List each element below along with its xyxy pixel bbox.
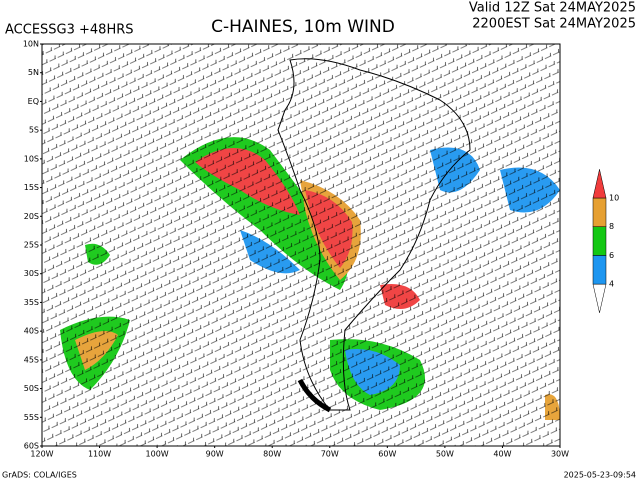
colorbar-label: 10 <box>609 194 619 203</box>
lat-label: EQ <box>28 97 39 106</box>
colorbar-label: 6 <box>609 251 614 260</box>
lon-label: 100W <box>146 450 169 459</box>
colorbar-segment <box>592 283 607 313</box>
colorbar-label: 4 <box>609 280 614 289</box>
colorbar-segment <box>592 169 607 199</box>
lon-label: 60W <box>378 450 396 459</box>
lon-label: 40W <box>493 450 511 459</box>
axes: 10N 5N EQ 5S 10S 15S 20S 25S 30S 35S 40S 45S 50S 55S 6… <box>23 40 569 459</box>
colorbar: 4 6 8 10 <box>592 169 619 313</box>
lat-label: 35S <box>24 298 39 307</box>
lat-label: 25S <box>24 241 39 250</box>
local-time: 2200EST Sat 24MAY2025 <box>472 17 636 32</box>
footer-timestamp: 2025-05-23-09:54 <box>564 471 636 480</box>
lat-label: 40S <box>24 327 39 336</box>
colorbar-segment <box>592 197 607 227</box>
lat-label: 45S <box>24 355 39 364</box>
lat-label: 10N <box>23 40 39 49</box>
map-field <box>42 44 560 446</box>
map-title: C-HAINES, 10m WIND <box>211 17 395 37</box>
lon-label: 90W <box>206 450 224 459</box>
lat-label: 5N <box>28 68 39 77</box>
colorbar-segment <box>592 255 607 285</box>
lat-label: 60S <box>24 442 39 451</box>
lat-label: 15S <box>24 183 39 192</box>
model-label: ACCESSG3 +48HRS <box>5 23 134 38</box>
lat-label: 30S <box>24 269 39 278</box>
lon-label: 110W <box>88 450 111 459</box>
lat-label: 55S <box>24 413 39 422</box>
valid-time: Valid 12Z Sat 24MAY2025 <box>469 1 636 16</box>
lon-label: 50W <box>436 450 454 459</box>
lat-label: 20S <box>24 212 39 221</box>
footer-credit: GrADS: COLA/IGES <box>2 471 77 480</box>
lon-label: 30W <box>551 450 569 459</box>
lat-label: 5S <box>29 126 39 135</box>
lon-label: 70W <box>321 450 339 459</box>
lat-label: 10S <box>24 154 39 163</box>
lon-label: 120W <box>30 450 53 459</box>
colorbar-segment <box>592 226 607 256</box>
lon-label: 80W <box>263 450 281 459</box>
colorbar-label: 8 <box>609 222 614 231</box>
lat-label: 50S <box>24 384 39 393</box>
